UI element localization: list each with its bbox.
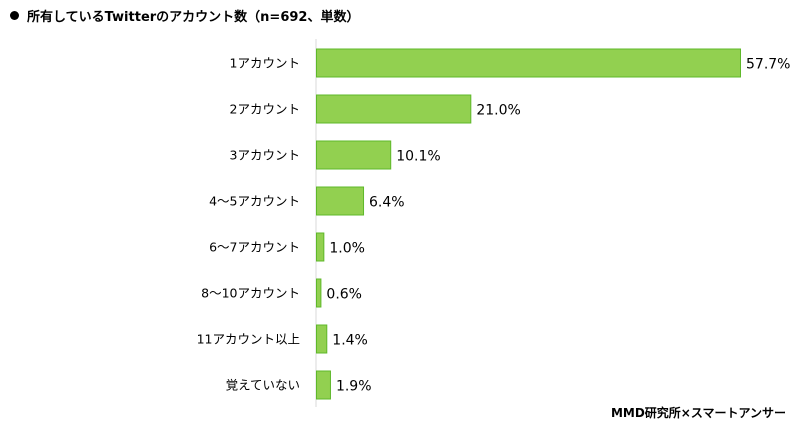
value-label: 6.4% — [369, 195, 405, 211]
bar — [316, 140, 392, 170]
category-label: 11アカウント以上 — [197, 332, 300, 347]
value-label: 21.0% — [476, 103, 520, 119]
value-label: 0.6% — [326, 287, 362, 303]
category-label: 1アカウント — [230, 56, 300, 71]
value-label: 57.7% — [746, 57, 790, 73]
chart-title: 所有しているTwitterのアカウント数（n=692、単数） — [10, 6, 359, 25]
bar — [316, 94, 472, 124]
value-label: 10.1% — [396, 149, 440, 165]
bar — [316, 48, 741, 78]
value-label: 1.4% — [332, 333, 368, 349]
bar — [316, 232, 325, 262]
category-label: 3アカウント — [230, 148, 300, 163]
category-label: 8～10アカウント — [201, 286, 300, 301]
bar — [316, 278, 322, 308]
source-credit: MMD研究所×スマートアンサー — [610, 406, 786, 420]
category-label: 覚えていない — [226, 378, 300, 393]
bar — [316, 186, 365, 216]
chart-title-text: 所有しているTwitterのアカウント数（n=692、単数） — [27, 10, 360, 25]
bar — [316, 370, 331, 400]
category-label: 2アカウント — [230, 102, 300, 117]
bar — [316, 324, 328, 354]
category-label: 6～7アカウント — [209, 240, 300, 255]
bullet-icon — [10, 11, 19, 20]
category-label: 4～5アカウント — [209, 194, 300, 209]
value-label: 1.9% — [336, 379, 372, 395]
value-label: 1.0% — [329, 241, 365, 257]
